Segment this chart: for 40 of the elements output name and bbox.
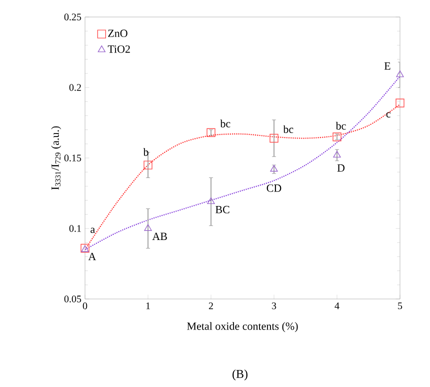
line-series bbox=[85, 76, 400, 250]
point bbox=[270, 164, 278, 172]
x-tick-label: 1 bbox=[146, 302, 150, 310]
point bbox=[396, 70, 404, 78]
point bbox=[333, 150, 341, 158]
line-series bbox=[85, 104, 400, 250]
y-tick-label: 0.15 bbox=[64, 154, 82, 162]
point bbox=[144, 160, 152, 170]
legend-label: TiO2 bbox=[108, 45, 130, 53]
annotation: bc bbox=[336, 122, 346, 130]
y-tick-label: 0.05 bbox=[64, 296, 82, 302]
text: (B) bbox=[232, 370, 248, 380]
point bbox=[332, 132, 342, 142]
x-tick-label: 0 bbox=[82, 302, 88, 310]
x-tick-label: 5 bbox=[398, 302, 402, 310]
annotation: E bbox=[384, 62, 390, 70]
y-tick-label: 0.25 bbox=[64, 14, 82, 20]
y-tick-label: 0.1 bbox=[69, 225, 81, 232]
y-axis-title: I$_{3331}$/I$_{729}$ (a.u.) bbox=[51, 126, 62, 190]
x-axis-title: Metal oxide contents (%) bbox=[187, 322, 298, 332]
point bbox=[396, 98, 404, 108]
annotation: bc bbox=[283, 125, 294, 134]
x-tick-label: 3 bbox=[272, 302, 276, 310]
annotation: CD bbox=[266, 184, 282, 192]
annotation: b bbox=[143, 148, 148, 156]
annotation: bc bbox=[220, 120, 230, 128]
point bbox=[207, 197, 215, 204]
annotation: D bbox=[337, 164, 345, 172]
x-tick-label: 4 bbox=[334, 302, 340, 310]
x-tick-label: 2 bbox=[208, 302, 213, 310]
annotation: AB bbox=[152, 232, 167, 240]
annotation: a bbox=[90, 228, 95, 234]
legend-label: ZnO bbox=[108, 30, 128, 38]
point bbox=[270, 134, 278, 143]
annotation: c bbox=[386, 112, 390, 118]
annotation: A bbox=[88, 252, 96, 260]
point bbox=[206, 128, 216, 137]
y-tick-label: 0.2 bbox=[69, 84, 81, 91]
annotation: BC bbox=[216, 206, 230, 214]
point bbox=[144, 224, 152, 231]
